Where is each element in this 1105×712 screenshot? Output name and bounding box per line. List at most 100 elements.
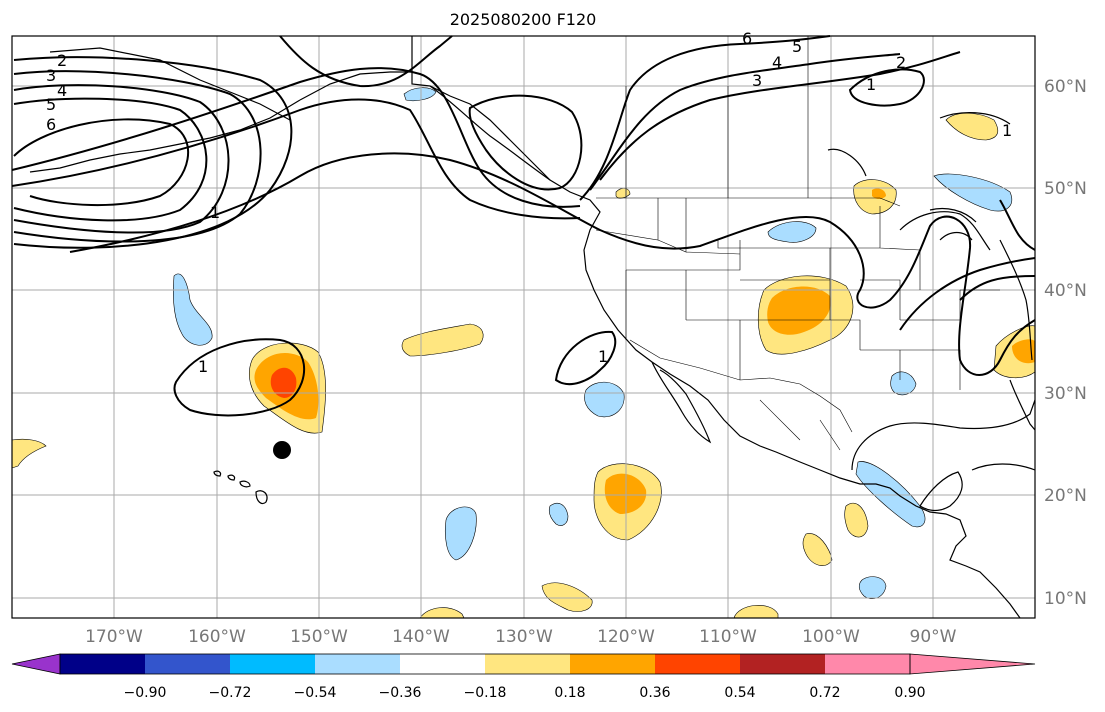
- us-mexico-border: [629, 339, 853, 433]
- anomaly-positive-small-south: [541, 582, 593, 612]
- lon-label-110w: 110°W: [699, 627, 757, 647]
- anomaly-positive-pacific-core: [604, 473, 647, 514]
- lat-label-40n: 40°N: [1044, 281, 1087, 301]
- east-coast: [999, 239, 1033, 361]
- contour-label-5-canada: 5: [792, 37, 802, 56]
- alaska-peninsula: [49, 47, 291, 121]
- contour-labels: 2 3 4 5 6 1 1 1 6 5 4 3 1 1 2: [46, 29, 1012, 376]
- lat-label-30n: 30°N: [1044, 384, 1087, 404]
- gulf-coast: [851, 399, 1036, 471]
- lon-label-90w: 90°W: [910, 627, 957, 647]
- colorbar-tick-label: 0.18: [554, 685, 585, 701]
- colorbar-tick-label: −0.54: [294, 685, 337, 701]
- contour-label-2-canada: 2: [896, 53, 906, 72]
- colorbar-segment: [230, 654, 315, 674]
- anomaly-positive-strong: [270, 367, 297, 398]
- mexico-interior: [759, 399, 841, 451]
- contour-label-1-west: 1: [210, 203, 220, 222]
- anomaly-positive-hudson: [945, 112, 999, 141]
- cuba: [971, 463, 1036, 471]
- hawaii-maui: [239, 480, 251, 488]
- canada-high-1: [848, 68, 925, 107]
- contour-lines: [11, 35, 1036, 417]
- lat-label-50n: 50°N: [1044, 179, 1087, 199]
- lon-label-160w: 160°W: [188, 627, 246, 647]
- colorbar-tick-label: −0.90: [124, 685, 167, 701]
- colorbar-tick-label: −0.36: [379, 685, 422, 701]
- colorbar-tick-label: 0.72: [809, 685, 840, 701]
- lat-label-20n: 20°N: [1044, 486, 1087, 506]
- graticule: [12, 36, 1035, 618]
- east-contours: [899, 199, 1036, 331]
- alaska-low-loop: [468, 94, 583, 191]
- alaska-coast-south: [299, 71, 412, 101]
- anomaly-negative-gulf-coast: [890, 371, 917, 396]
- colorbar-segment: [570, 654, 655, 674]
- yucatan: [919, 471, 963, 512]
- anomaly-positive-centralam-1: [844, 502, 869, 538]
- alaska-contour-2: [11, 67, 581, 208]
- map-title: 2025080200 F120: [449, 10, 597, 29]
- colorbar-segment: [825, 654, 910, 674]
- map-frame: [11, 35, 1036, 619]
- anomaly-negative-plains: [767, 221, 817, 243]
- anomaly-positive-bottom-1: [419, 607, 465, 619]
- anomaly-negative-lakes: [933, 173, 1012, 212]
- hawaii-big-island: [255, 490, 268, 505]
- alaska-panhandle: [429, 85, 551, 181]
- colorbar-segment: [655, 654, 740, 674]
- anomaly-negative-caribbean: [855, 461, 926, 528]
- low-contour-6: [13, 118, 189, 206]
- colorbar-segment: [315, 654, 400, 674]
- lon-label-170w: 170°W: [85, 627, 143, 647]
- us-states-west: [595, 198, 861, 380]
- contour-label-5: 5: [46, 95, 56, 114]
- colorbar-tick-labels: −0.90 −0.72 −0.54 −0.36 −0.18 0.18 0.36 …: [124, 685, 926, 701]
- longitude-labels: 170°W 160°W 150°W 140°W 130°W 120°W 110°…: [85, 627, 957, 647]
- lon-label-130w: 130°W: [495, 627, 553, 647]
- hawaii-oahu: [227, 474, 236, 481]
- low-contour-2: [13, 56, 293, 249]
- lon-label-100w: 100°W: [802, 627, 860, 647]
- lon-label-150w: 150°W: [290, 627, 348, 647]
- colorbar-tick-label: 0.90: [894, 685, 925, 701]
- colorbar-extend-left: [11, 653, 61, 675]
- anomaly-positive-west: [11, 438, 47, 469]
- canada-provinces: [625, 36, 809, 198]
- anomaly-negative-tiny: [548, 503, 569, 526]
- baja-peninsula: [651, 361, 712, 444]
- hawaii-kauai: [213, 470, 222, 477]
- contour-label-1-hudson: 1: [1002, 121, 1012, 140]
- colorbar-segment: [145, 654, 230, 674]
- colorbar-tick-label: 0.36: [639, 685, 670, 701]
- anomaly-negative-south: [445, 506, 477, 561]
- anomaly-negative-gulf: [403, 87, 437, 102]
- colorbar-segment: [60, 654, 145, 674]
- anomaly-positive-small: [401, 323, 484, 357]
- low-contour-5: [13, 97, 208, 222]
- west-coast: [411, 36, 1021, 619]
- alaska-contour-3: [11, 98, 581, 220]
- lat-label-60n: 60°N: [1044, 77, 1087, 97]
- contour-label-1-pacific: 1: [198, 357, 208, 376]
- anomaly-negative-baja: [584, 381, 625, 418]
- colorbar-segment: [400, 654, 485, 674]
- hudson-bay-coast: [827, 112, 1011, 177]
- latitude-labels: 60°N 50°N 40°N 30°N 20°N 10°N: [1044, 77, 1087, 609]
- colorbar-outline: [59, 653, 911, 675]
- low-contour-4: [13, 84, 230, 234]
- low-contour-3: [13, 70, 262, 243]
- contour-label-6-canada: 6: [742, 29, 752, 48]
- coastal-low-1: [554, 330, 617, 386]
- colorbar: −0.90 −0.72 −0.54 −0.36 −0.18 0.18 0.36 …: [11, 653, 1036, 701]
- colorbar-segment: [740, 654, 825, 674]
- anomaly-positive-centralam-2: [802, 533, 833, 566]
- lon-label-120w: 120°W: [597, 627, 655, 647]
- contour-label-4-canada: 4: [772, 53, 782, 72]
- anomaly-positive-bottom-2: [733, 605, 779, 619]
- contour-label-2: 2: [57, 51, 67, 70]
- colorbar-tick-label: −0.18: [464, 685, 507, 701]
- coastlines: [29, 36, 1036, 619]
- anomaly-positive-plains-core: [767, 286, 831, 335]
